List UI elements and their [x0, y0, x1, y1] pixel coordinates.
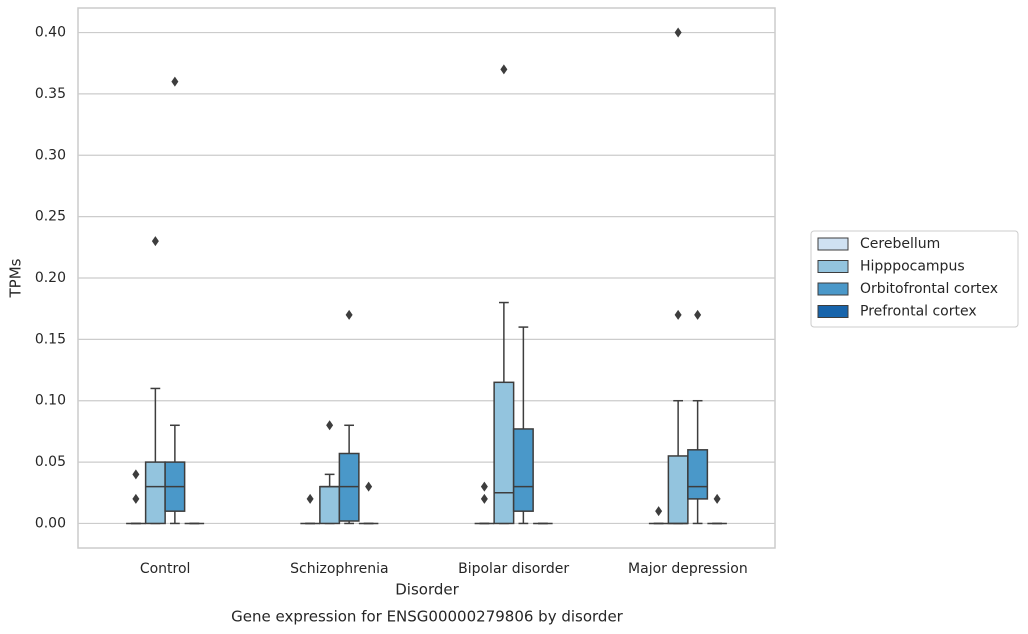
outlier: [480, 493, 488, 504]
legend-swatch: [817, 260, 849, 273]
y-tick-label: 0.00: [35, 515, 66, 531]
outlier: [345, 309, 353, 320]
x-tick-label: Major depression: [628, 561, 748, 577]
outlier: [480, 481, 488, 492]
box-group: [338, 309, 360, 525]
legend-label: Prefrontal cortex: [860, 304, 977, 320]
plot-frame: [77, 7, 776, 549]
outlier: [713, 493, 721, 504]
outlier: [365, 481, 373, 492]
box-group: [164, 76, 186, 525]
outlier: [151, 236, 159, 247]
outlier: [171, 76, 179, 87]
outlier: [655, 506, 663, 517]
y-tick-label: 0.35: [35, 86, 66, 102]
chart-title: Gene expression for ENSG00000279806 by d…: [231, 608, 624, 626]
legend-label: Orbitofrontal cortex: [860, 281, 998, 297]
box: [493, 381, 515, 525]
outlier: [132, 493, 140, 504]
box-group: [493, 64, 515, 525]
box-group: [474, 481, 495, 525]
outlier: [674, 27, 682, 38]
x-axis-label: Disorder: [395, 581, 459, 599]
x-tick-label: Control: [140, 561, 191, 577]
outlier: [674, 309, 682, 320]
box-group: [648, 506, 669, 525]
legend-label: Hipppocampus: [860, 259, 965, 275]
legend-swatch: [817, 237, 849, 251]
box-group: [512, 326, 534, 525]
outlier: [500, 64, 508, 75]
box-group: [300, 493, 320, 525]
y-tick-label: 0.10: [35, 393, 66, 409]
box: [667, 455, 689, 525]
box-group: [358, 481, 379, 525]
x-tick-label: Bipolar disorder: [458, 561, 569, 577]
outlier: [326, 420, 334, 431]
y-tick-label: 0.25: [35, 209, 66, 225]
box: [687, 449, 709, 500]
box-group: [667, 27, 689, 525]
box: [144, 461, 166, 525]
box: [319, 485, 341, 525]
y-tick-label: 0.40: [35, 25, 66, 41]
outlier: [306, 493, 314, 504]
y-tick-label: 0.20: [35, 270, 66, 286]
y-tick-label: 0.05: [35, 454, 66, 470]
outlier: [132, 469, 140, 480]
box-group: [687, 309, 709, 525]
legend-label: Cerebellum: [860, 236, 940, 252]
box-group: [144, 236, 166, 525]
legend-swatch: [817, 282, 849, 296]
legend-swatch: [817, 305, 849, 318]
y-axis-label: TPMs: [7, 258, 25, 298]
y-tick-label: 0.15: [35, 331, 66, 347]
box: [512, 428, 534, 512]
box-group: [126, 469, 146, 525]
x-tick-label: Schizophrenia: [290, 561, 388, 577]
outlier: [694, 309, 702, 320]
box-group: [707, 493, 727, 525]
legend-frame: [810, 230, 1019, 328]
box-group: [319, 420, 341, 525]
y-tick-label: 0.30: [35, 147, 66, 163]
